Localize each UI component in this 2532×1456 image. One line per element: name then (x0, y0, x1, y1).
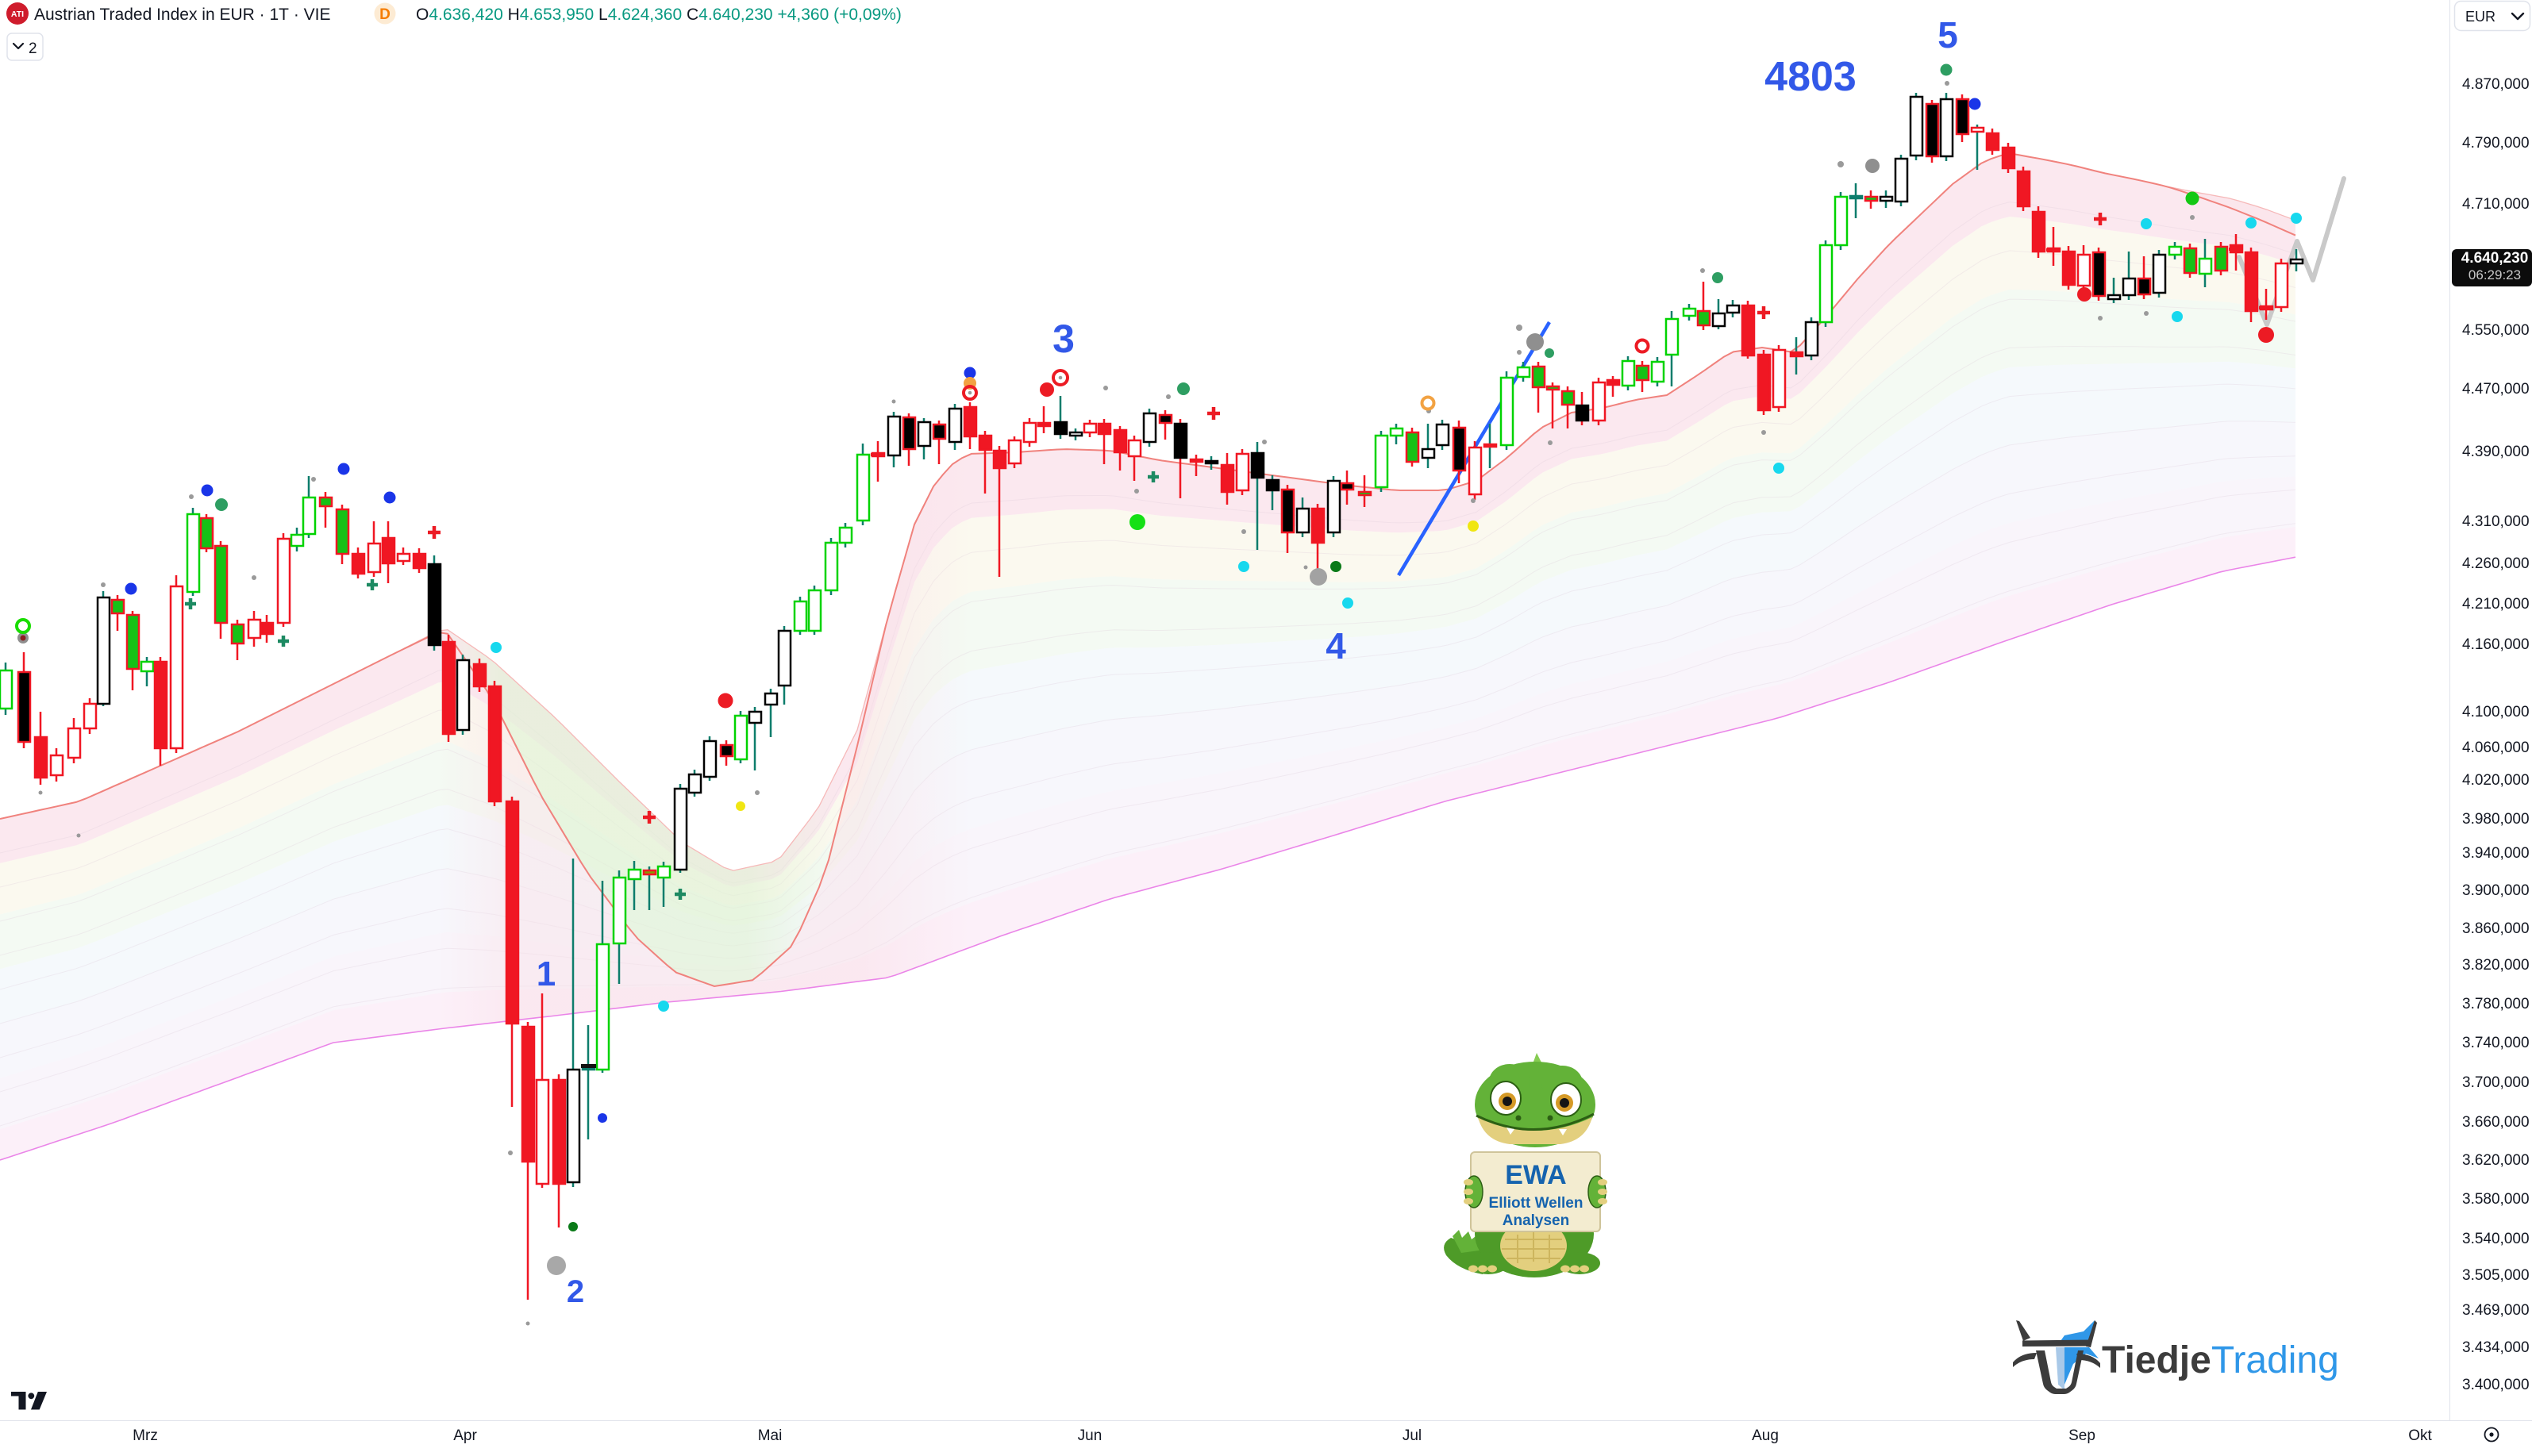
svg-text:Analysen: Analysen (1503, 1212, 1569, 1229)
svg-text:Mrz: Mrz (133, 1427, 158, 1444)
svg-text:Aug: Aug (1752, 1427, 1779, 1444)
svg-text:1: 1 (537, 955, 556, 993)
svg-text:2: 2 (29, 40, 37, 57)
svg-text:4.710,000: 4.710,000 (2462, 196, 2530, 213)
svg-text:3.434,000: 3.434,000 (2462, 1339, 2530, 1356)
svg-text:EUR: EUR (2465, 9, 2495, 25)
svg-text:4.210,000: 4.210,000 (2462, 596, 2530, 613)
svg-text:4803: 4803 (1764, 54, 1857, 100)
svg-text:4.020,000: 4.020,000 (2462, 772, 2530, 789)
svg-text:Austrian Traded Index in EUR ·: Austrian Traded Index in EUR · 1T · VIE (34, 6, 331, 24)
svg-text:Mai: Mai (758, 1427, 783, 1444)
svg-text:EWA: EWA (1505, 1160, 1566, 1190)
svg-text:5: 5 (1937, 14, 1958, 56)
svg-text:3.940,000: 3.940,000 (2462, 845, 2530, 862)
svg-text:TiedjeTrading: TiedjeTrading (2102, 1339, 2339, 1381)
svg-text:4.550,000: 4.550,000 (2462, 322, 2530, 339)
svg-text:3.469,000: 3.469,000 (2462, 1302, 2530, 1319)
svg-text:4.160,000: 4.160,000 (2462, 636, 2530, 653)
svg-text:3.620,000: 3.620,000 (2462, 1152, 2530, 1169)
svg-text:ATI: ATI (11, 10, 24, 19)
svg-text:4: 4 (1326, 625, 1346, 667)
svg-text:3.660,000: 3.660,000 (2462, 1114, 2530, 1131)
svg-text:3.780,000: 3.780,000 (2462, 996, 2530, 1012)
svg-text:4.100,000: 4.100,000 (2462, 704, 2530, 720)
svg-text:4.260,000: 4.260,000 (2462, 555, 2530, 572)
svg-text:3.540,000: 3.540,000 (2462, 1231, 2530, 1247)
svg-text:4.310,000: 4.310,000 (2462, 513, 2530, 530)
svg-text:3.700,000: 3.700,000 (2462, 1074, 2530, 1091)
svg-text:4.060,000: 4.060,000 (2462, 740, 2530, 756)
svg-text:2: 2 (567, 1274, 584, 1309)
svg-text:4.790,000: 4.790,000 (2462, 135, 2530, 152)
svg-text:3: 3 (1052, 317, 1075, 361)
svg-text:3.980,000: 3.980,000 (2462, 811, 2530, 828)
svg-text:3.820,000: 3.820,000 (2462, 957, 2530, 974)
svg-text:3.740,000: 3.740,000 (2462, 1035, 2530, 1051)
svg-text:4.640,230: 4.640,230 (2461, 250, 2529, 267)
svg-text:Jul: Jul (1403, 1427, 1422, 1444)
svg-text:4.470,000: 4.470,000 (2462, 381, 2530, 398)
svg-text:D: D (379, 6, 391, 23)
svg-text:O4.636,420 H4.653,950 L4.624,3: O4.636,420 H4.653,950 L4.624,360 C4.640,… (416, 6, 902, 24)
svg-text:3.860,000: 3.860,000 (2462, 920, 2530, 937)
svg-text:3.580,000: 3.580,000 (2462, 1191, 2530, 1208)
svg-text:3.900,000: 3.900,000 (2462, 882, 2530, 899)
svg-text:Okt: Okt (2408, 1427, 2432, 1444)
svg-text:Elliott Wellen: Elliott Wellen (1489, 1195, 1583, 1212)
svg-text:3.505,000: 3.505,000 (2462, 1267, 2530, 1284)
svg-text:Sep: Sep (2068, 1427, 2095, 1444)
svg-text:4.390,000: 4.390,000 (2462, 444, 2530, 460)
svg-text:Jun: Jun (1078, 1427, 1102, 1444)
svg-text:06:29:23: 06:29:23 (2469, 267, 2521, 282)
svg-text:3.400,000: 3.400,000 (2462, 1377, 2530, 1393)
svg-text:Apr: Apr (453, 1427, 477, 1444)
svg-text:4.870,000: 4.870,000 (2462, 76, 2530, 93)
